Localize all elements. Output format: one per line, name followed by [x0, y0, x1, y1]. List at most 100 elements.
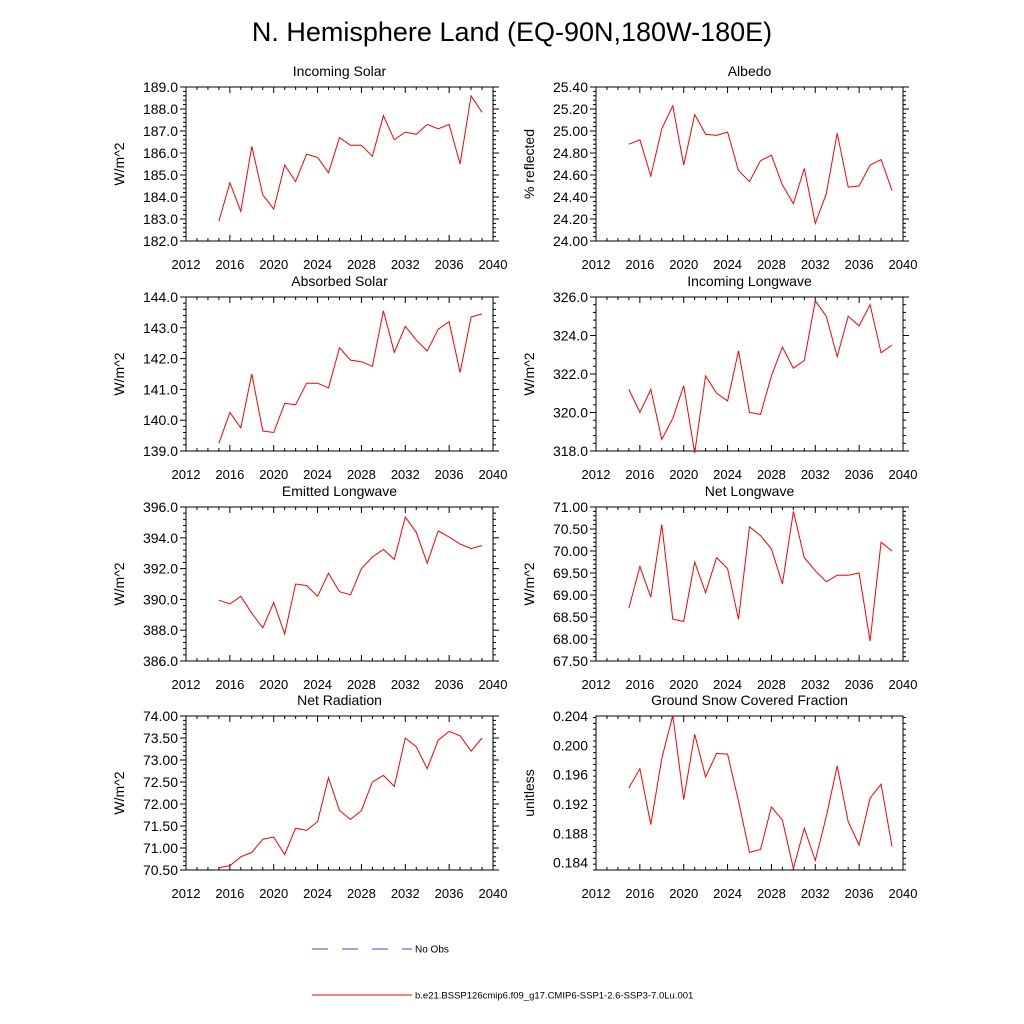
x-tick-label: 2016: [625, 257, 654, 272]
x-tick-label: 2012: [582, 467, 611, 482]
chart-title: Incoming Longwave: [687, 273, 812, 289]
series-line: [628, 104, 893, 226]
x-tick-label: 2032: [391, 677, 420, 692]
x-tick-label: 2012: [172, 257, 201, 272]
y-axis-label: W/m^2: [111, 352, 127, 395]
y-tick-label: 182.0: [143, 233, 178, 249]
series-line: [218, 730, 483, 869]
x-tick-label: 2020: [669, 257, 698, 272]
y-axis-label: W/m^2: [111, 771, 127, 814]
y-tick-label: 0.188: [553, 825, 588, 841]
x-tick-label: 2040: [479, 467, 508, 482]
x-tick-label: 2028: [347, 257, 376, 272]
y-tick-label: 68.50: [553, 609, 588, 625]
x-tick-label: 2036: [845, 257, 874, 272]
x-tick-label: 2016: [215, 677, 244, 692]
x-tick-label: 2040: [889, 257, 918, 272]
y-tick-label: 186.0: [143, 145, 178, 161]
plot-frame: [185, 715, 494, 871]
plot-frame: [595, 715, 904, 871]
y-tick-label: 396.0: [143, 499, 178, 515]
plot-frame: [595, 86, 904, 242]
chart-panel: Incoming Longwave W/m^2 2012 2016 2020 2024 20…: [521, 273, 917, 482]
x-tick-label: 2028: [347, 677, 376, 692]
x-tick-label: 2032: [391, 467, 420, 482]
chart-title: Albedo: [728, 63, 772, 79]
y-tick-label: 69.50: [553, 565, 588, 581]
x-tick-label: 2032: [391, 257, 420, 272]
y-tick-label: 25.20: [553, 101, 588, 117]
y-tick-label: 70.50: [143, 862, 178, 878]
y-tick-label: 74.00: [143, 708, 178, 724]
x-tick-label: 2028: [757, 467, 786, 482]
x-tick-label: 2020: [669, 467, 698, 482]
y-tick-label: 141.0: [143, 381, 178, 397]
series-line: [628, 299, 893, 453]
chart-panel: Absorbed Solar W/m^2 2012 2016 2020 2024 2028 2…: [111, 273, 507, 482]
x-tick-label: 2036: [435, 677, 464, 692]
x-tick-label: 2012: [172, 886, 201, 901]
x-tick-label: 2028: [757, 677, 786, 692]
y-tick-label: 185.0: [143, 167, 178, 183]
y-axis-label: unitless: [521, 769, 537, 816]
y-tick-label: 0.192: [553, 796, 588, 812]
x-tick-label: 2036: [845, 886, 874, 901]
y-tick-label: 184.0: [143, 189, 178, 205]
series-line: [218, 94, 483, 222]
y-tick-label: 0.204: [553, 708, 588, 724]
x-tick-label: 2040: [479, 886, 508, 901]
chart-panel: Emitted Longwave W/m^2 2012 2016 2020 2024 202…: [111, 483, 507, 692]
y-tick-label: 140.0: [143, 412, 178, 428]
figure-title: N. Hemisphere Land (EQ-90N,180W-180E): [252, 17, 772, 47]
x-tick-label: 2020: [259, 677, 288, 692]
x-tick-label: 2016: [625, 886, 654, 901]
legend-item-no-obs: No Obs: [312, 945, 449, 956]
chart-title: Incoming Solar: [293, 63, 387, 79]
y-tick-label: 139.0: [143, 443, 178, 459]
y-tick-label: 24.60: [553, 167, 588, 183]
x-tick-label: 2036: [845, 677, 874, 692]
x-tick-label: 2020: [259, 467, 288, 482]
y-tick-label: 24.80: [553, 145, 588, 161]
x-tick-label: 2032: [801, 886, 830, 901]
x-tick-label: 2012: [172, 467, 201, 482]
legend-label-model-run: b.e21.BSSP126cmip6.f09_g17.CMIP6-SSP1-2.…: [415, 991, 693, 1002]
y-tick-label: 320.0: [553, 405, 588, 421]
x-tick-label: 2024: [303, 677, 332, 692]
chart-title: Net Longwave: [705, 483, 795, 499]
y-tick-label: 189.0: [143, 79, 178, 95]
y-tick-label: 0.200: [553, 737, 588, 753]
x-tick-label: 2032: [801, 257, 830, 272]
y-tick-label: 322.0: [553, 366, 588, 382]
y-axis-label: W/m^2: [521, 562, 537, 605]
x-tick-label: 2036: [435, 257, 464, 272]
y-tick-label: 318.0: [553, 443, 588, 459]
y-axis-label: W/m^2: [111, 142, 127, 185]
legend: No Obs b.e21.BSSP126cmip6.f09_g17.CMIP6-…: [312, 945, 693, 1002]
y-tick-label: 24.20: [553, 211, 588, 227]
y-tick-label: 70.50: [553, 521, 588, 537]
x-tick-label: 2040: [889, 467, 918, 482]
chart-panel: Albedo % reflected 2012 2016 2020 2024 2028 203…: [521, 63, 917, 272]
y-tick-label: 0.196: [553, 767, 588, 783]
y-tick-label: 24.00: [553, 233, 588, 249]
y-tick-label: 71.00: [553, 499, 588, 515]
x-tick-label: 2016: [625, 467, 654, 482]
y-tick-label: 188.0: [143, 101, 178, 117]
chart-title: Ground Snow Covered Fraction: [651, 692, 848, 708]
y-tick-label: 67.50: [553, 653, 588, 669]
y-tick-label: 25.00: [553, 123, 588, 139]
x-tick-label: 2032: [801, 677, 830, 692]
series-line: [218, 515, 483, 636]
x-tick-label: 2040: [889, 677, 918, 692]
plot-frame: [185, 506, 494, 662]
plot-frame: [185, 296, 494, 452]
x-tick-label: 2036: [435, 886, 464, 901]
y-tick-label: 71.00: [143, 840, 178, 856]
x-tick-label: 2040: [479, 257, 508, 272]
chart-title: Emitted Longwave: [282, 483, 397, 499]
y-tick-label: 73.50: [143, 730, 178, 746]
series-line: [218, 310, 483, 444]
x-tick-label: 2020: [259, 257, 288, 272]
